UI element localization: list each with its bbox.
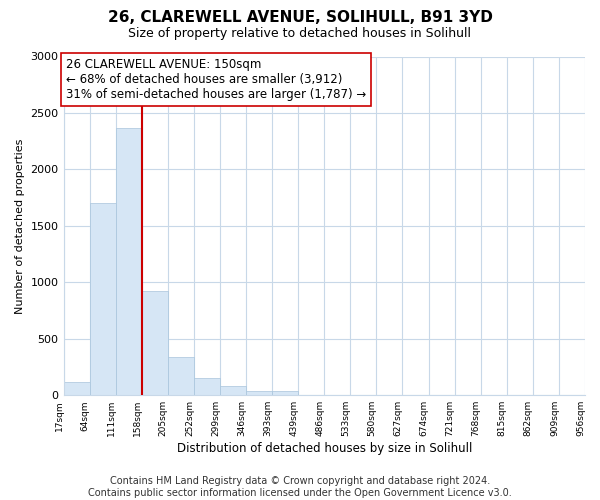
Bar (194, 378, 220, 395)
Bar (272, 392, 298, 395)
Bar (64, 382, 89, 395)
Bar (168, 357, 194, 395)
Bar (116, 128, 142, 395)
Bar (220, 386, 246, 395)
Text: 26 CLAREWELL AVENUE: 150sqm
← 68% of detached houses are smaller (3,912)
31% of : 26 CLAREWELL AVENUE: 150sqm ← 68% of det… (66, 58, 367, 101)
X-axis label: Distribution of detached houses by size in Solihull: Distribution of detached houses by size … (176, 442, 472, 455)
Text: Contains HM Land Registry data © Crown copyright and database right 2024.
Contai: Contains HM Land Registry data © Crown c… (88, 476, 512, 498)
Bar (246, 390, 272, 395)
Text: 26, CLAREWELL AVENUE, SOLIHULL, B91 3YD: 26, CLAREWELL AVENUE, SOLIHULL, B91 3YD (107, 10, 493, 25)
Bar (142, 292, 168, 395)
Bar (89, 204, 116, 395)
Text: Size of property relative to detached houses in Solihull: Size of property relative to detached ho… (128, 28, 472, 40)
Y-axis label: Number of detached properties: Number of detached properties (15, 138, 25, 314)
